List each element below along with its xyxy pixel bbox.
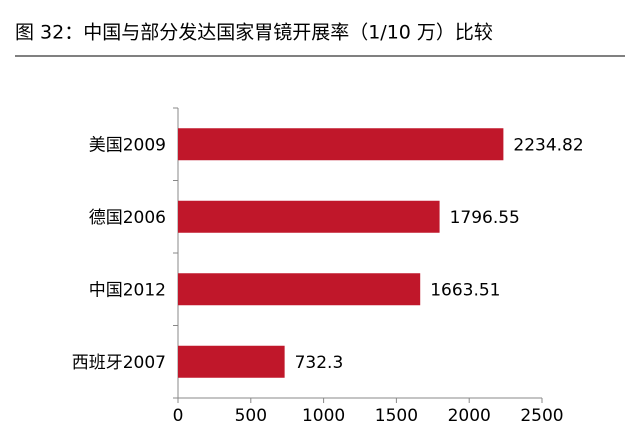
- bar: [178, 128, 504, 161]
- bar: [178, 345, 285, 378]
- x-tick-label: 0: [173, 406, 184, 426]
- bar: [178, 200, 440, 233]
- x-tick-label: 500: [235, 406, 267, 426]
- chart-title: 图 32：中国与部分发达国家胃镜开展率（1/10 万）比较: [15, 22, 493, 44]
- data-label: 2234.82: [513, 135, 583, 155]
- y-tick-label: 德国2006: [89, 208, 166, 228]
- x-tick-label: 1000: [302, 406, 345, 426]
- y-tick-label: 西班牙2007: [72, 353, 166, 373]
- data-label: 1663.51: [430, 280, 500, 300]
- bar: [178, 273, 421, 306]
- y-tick-label: 美国2009: [89, 135, 166, 155]
- data-label: 732.3: [295, 353, 344, 373]
- data-label: 1796.55: [450, 208, 520, 228]
- y-tick-label: 中国2012: [89, 280, 166, 300]
- x-tick-label: 1500: [375, 406, 418, 426]
- x-tick-label: 2500: [520, 406, 563, 426]
- x-tick-label: 2000: [448, 406, 491, 426]
